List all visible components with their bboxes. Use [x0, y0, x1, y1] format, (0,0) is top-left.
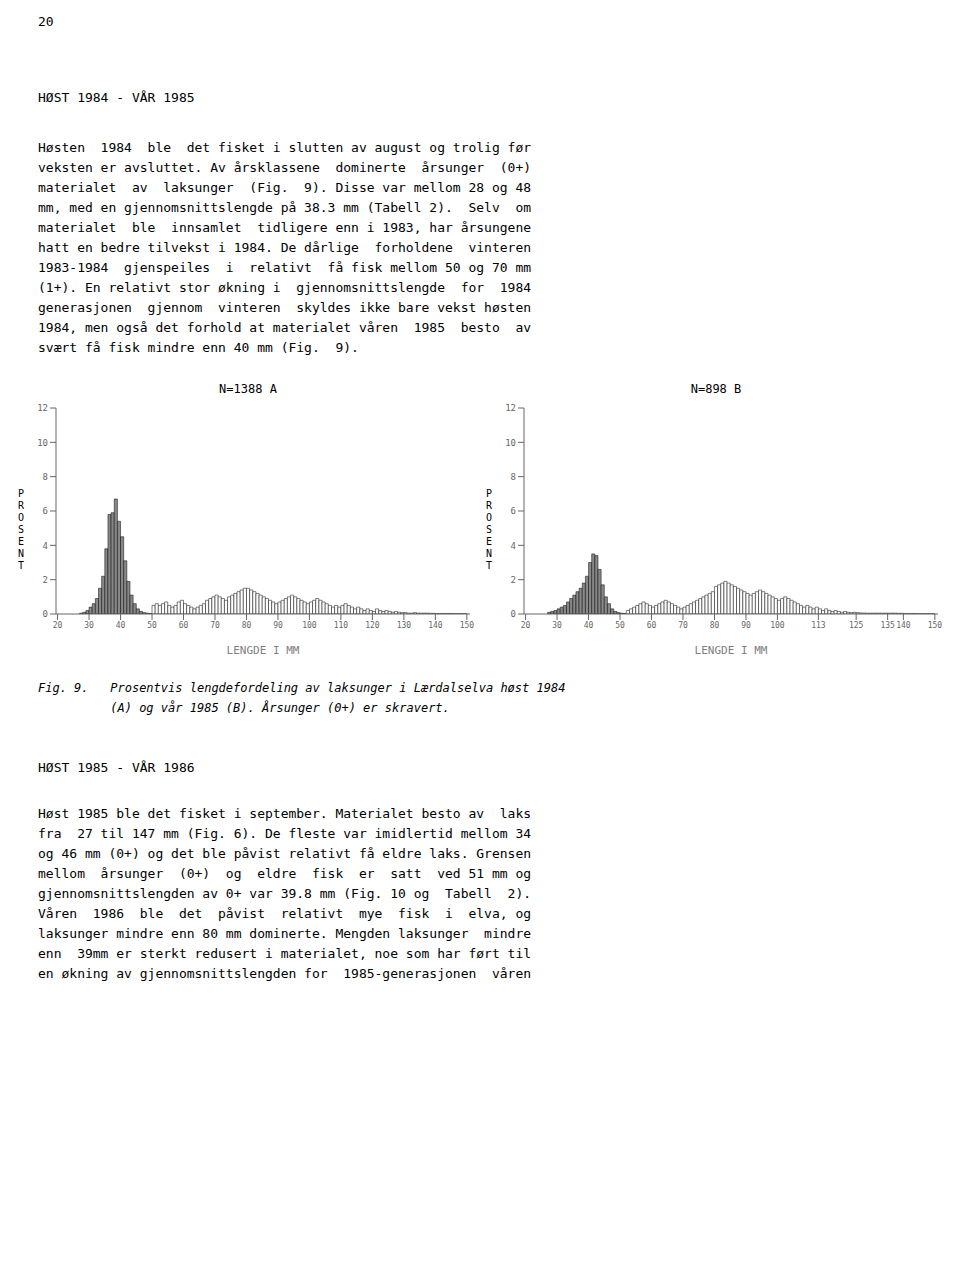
svg-text:113: 113 [811, 621, 826, 630]
html-text:veksten er avsluttet. Av årskl: veksten er avsluttet. Av årsklassene dom… [38, 160, 532, 175]
svg-text:40: 40 [584, 621, 594, 630]
html-text:generasjonen gjennom vinteren: generasjonen gjennom vinteren skyldes ik… [38, 300, 532, 315]
svg-text:150: 150 [460, 621, 475, 630]
html-text:HØST 1984 - VÅR 1985: HØST 1984 - VÅR 1985 [38, 90, 195, 105]
svg-text:30: 30 [552, 621, 562, 630]
svg-text:6: 6 [511, 506, 516, 516]
html-text:20: 20 [38, 14, 54, 29]
svg-text:LENGDE I MM: LENGDE I MM [695, 644, 768, 657]
svg-text:10: 10 [37, 438, 48, 448]
svg-text:120: 120 [365, 621, 380, 630]
svg-text:50: 50 [147, 621, 157, 630]
html-text:N=1388 A: N=1388 A [219, 382, 277, 396]
svg-text:50: 50 [615, 621, 625, 630]
svg-text:125: 125 [849, 621, 864, 630]
svg-text:6: 6 [43, 506, 48, 516]
html-text:mellom årsunger (0+) og eldre: mellom årsunger (0+) og eldre fisk er sa… [38, 866, 532, 881]
html-text:hatt en bedre tilvekst i 1984.: hatt en bedre tilvekst i 1984. De dårlig… [38, 240, 532, 255]
svg-text:100: 100 [770, 621, 785, 630]
html-text:P R O S E N T: P R O S E N T [486, 488, 492, 571]
html-text:Høst 1985 ble det fisket i sep: Høst 1985 ble det fisket i september. Ma… [38, 806, 532, 821]
html-text:materialet ble innsamlet tidli: materialet ble innsamlet tidligere enn i… [38, 220, 532, 235]
svg-text:140: 140 [428, 621, 443, 630]
html-text:(1+). En relativt stor økning: (1+). En relativt stor økning i gjennoms… [38, 280, 532, 295]
svg-text:60: 60 [647, 621, 657, 630]
svg-text:12: 12 [505, 403, 516, 413]
svg-text:90: 90 [741, 621, 751, 630]
svg-text:70: 70 [678, 621, 688, 630]
svg-text:4: 4 [43, 541, 48, 551]
svg-text:0: 0 [511, 609, 516, 619]
svg-text:2: 2 [511, 575, 516, 585]
html-text:en økning av gjennomsnittsleng: en økning av gjennomsnittslengden for 19… [38, 966, 532, 981]
svg-text:12: 12 [37, 403, 48, 413]
svg-text:110: 110 [334, 621, 349, 630]
html-text:1983-1984 gjenspeiles i relati: 1983-1984 gjenspeiles i relativt få fisk… [38, 260, 532, 275]
svg-text:LENGDE I MM: LENGDE I MM [227, 644, 300, 657]
svg-text:2: 2 [43, 575, 48, 585]
html-text:gjennomsnittslengden av 0+ var: gjennomsnittslengden av 0+ var 39.8 mm (… [38, 886, 532, 901]
svg-text:4: 4 [511, 541, 516, 551]
svg-text:90: 90 [273, 621, 283, 630]
html-text:fra 27 til 147 mm (Fig. 6). De: fra 27 til 147 mm (Fig. 6). De fleste va… [38, 826, 532, 841]
html-text:P R O S E N T: P R O S E N T [18, 488, 24, 571]
html-text:materialet av laksunger (Fig.: materialet av laksunger (Fig. 9). Disse … [38, 180, 532, 195]
svg-text:30: 30 [84, 621, 94, 630]
svg-text:10: 10 [505, 438, 516, 448]
html-text:og 46 mm (0+) og det ble påvis: og 46 mm (0+) og det ble påvist relativt… [38, 846, 532, 861]
svg-text:0: 0 [43, 609, 48, 619]
html-text:1984, men også det forhold at: 1984, men også det forhold at materialet… [38, 320, 532, 335]
html-text:laksunger mindre enn 80 mm dom: laksunger mindre enn 80 mm dominerte. Me… [38, 926, 532, 941]
html-text:svært få fisk mindre enn 40 mm: svært få fisk mindre enn 40 mm (Fig. 9). [38, 340, 359, 355]
html-text:N=898 B: N=898 B [690, 382, 742, 396]
html-text:Høsten 1984 ble det fisket i s: Høsten 1984 ble det fisket i slutten av … [38, 140, 532, 155]
html-text:Våren 1986 ble det påvist rela: Våren 1986 ble det påvist relativt mye f… [38, 906, 532, 921]
svg-text:60: 60 [179, 621, 189, 630]
svg-text:20: 20 [53, 621, 63, 630]
svg-text:150: 150 [928, 621, 943, 630]
html-text:Fig. 9. Prosentvis lengdeforde: Fig. 9. Prosentvis lengdefordeling av la… [38, 681, 566, 695]
svg-text:20: 20 [521, 621, 531, 630]
html-text:mm, med en gjennomsnittslengde: mm, med en gjennomsnittslengde på 38.3 m… [38, 200, 532, 215]
svg-text:135: 135 [880, 621, 895, 630]
html-text:(A) og vår 1985 (B). Årsunger: (A) og vår 1985 (B). Årsunger (0+) er sk… [38, 701, 450, 715]
svg-text:8: 8 [43, 472, 48, 482]
svg-text:80: 80 [710, 621, 720, 630]
svg-text:40: 40 [116, 621, 126, 630]
svg-text:70: 70 [210, 621, 220, 630]
svg-text:130: 130 [397, 621, 412, 630]
svg-text:80: 80 [242, 621, 252, 630]
html-text:HØST 1985 - VÅR 1986: HØST 1985 - VÅR 1986 [38, 760, 195, 775]
svg-text:100: 100 [302, 621, 317, 630]
svg-text:140: 140 [896, 621, 911, 630]
svg-text:8: 8 [511, 472, 516, 482]
html-text:enn 39mm er sterkt redusert i: enn 39mm er sterkt redusert i materialet… [38, 946, 532, 961]
